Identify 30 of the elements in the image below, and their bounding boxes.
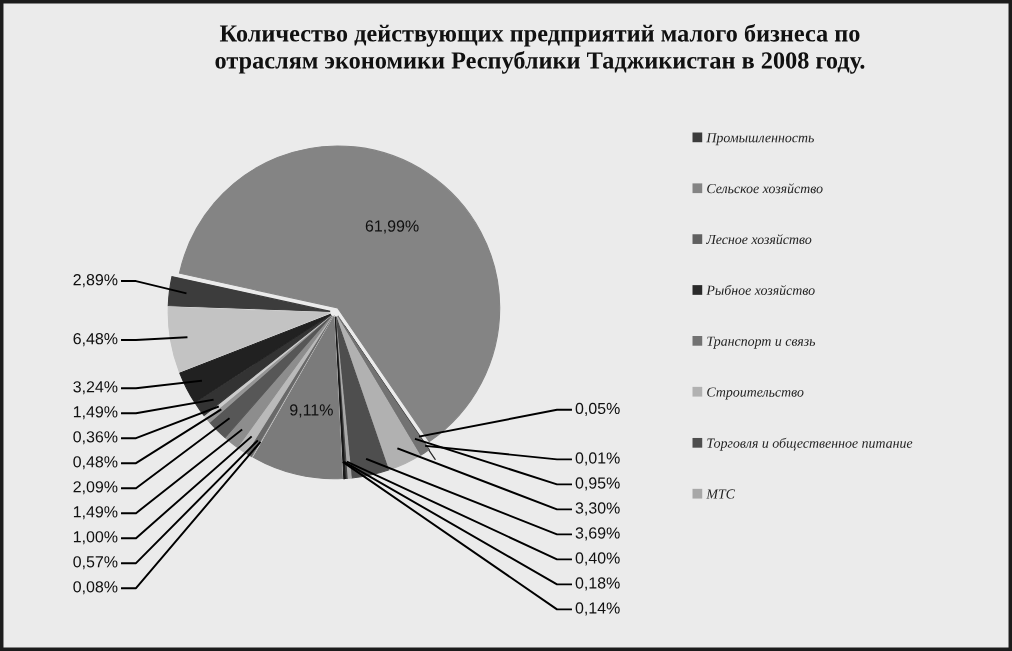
data-label: 1,00% bbox=[73, 531, 118, 545]
data-label: 1,49% bbox=[73, 406, 118, 420]
data-label: 61,99% bbox=[365, 220, 419, 234]
data-label: 2,09% bbox=[73, 481, 118, 495]
chart-title: Количество действующих предприятий малого бизнеса по отраслям экономики Республики Таджикистан в 2008 году. bbox=[215, 24, 865, 74]
data-label: 0,14% bbox=[575, 602, 620, 616]
data-label: 6,48% bbox=[73, 332, 118, 347]
legend-label: Транспорт и связь bbox=[707, 336, 816, 349]
legend-label: Промышленность bbox=[706, 133, 814, 146]
data-label: 2,89% bbox=[73, 274, 118, 288]
data-label: 0,57% bbox=[73, 556, 118, 570]
data-label: 0,08% bbox=[73, 581, 118, 595]
data-label: 0,18% bbox=[575, 577, 620, 591]
data-label: 1,49% bbox=[73, 506, 118, 520]
legend-label: МТС bbox=[706, 489, 736, 499]
data-label: 3,24% bbox=[73, 381, 118, 395]
legend-label: Строительство bbox=[707, 387, 804, 400]
legend-label: Торговля и общественное питание bbox=[707, 437, 913, 451]
data-label: 0,01% bbox=[575, 452, 620, 466]
legend-label: Рыбное хозяйство bbox=[706, 284, 815, 296]
data-label: 9,11% bbox=[290, 404, 333, 418]
data-label: 3,30% bbox=[575, 502, 620, 516]
data-label: 0,95% bbox=[575, 477, 620, 491]
data-label: 0,36% bbox=[73, 431, 118, 445]
legend-label: Сельское хозяйство bbox=[707, 183, 823, 194]
data-label: 0,05% bbox=[575, 402, 620, 416]
data-label: 3,69% bbox=[575, 527, 620, 541]
data-label: 0,48% bbox=[73, 456, 118, 470]
legend-label: Лесное хозяйство bbox=[706, 234, 812, 245]
data-label: 0,40% bbox=[575, 552, 620, 566]
